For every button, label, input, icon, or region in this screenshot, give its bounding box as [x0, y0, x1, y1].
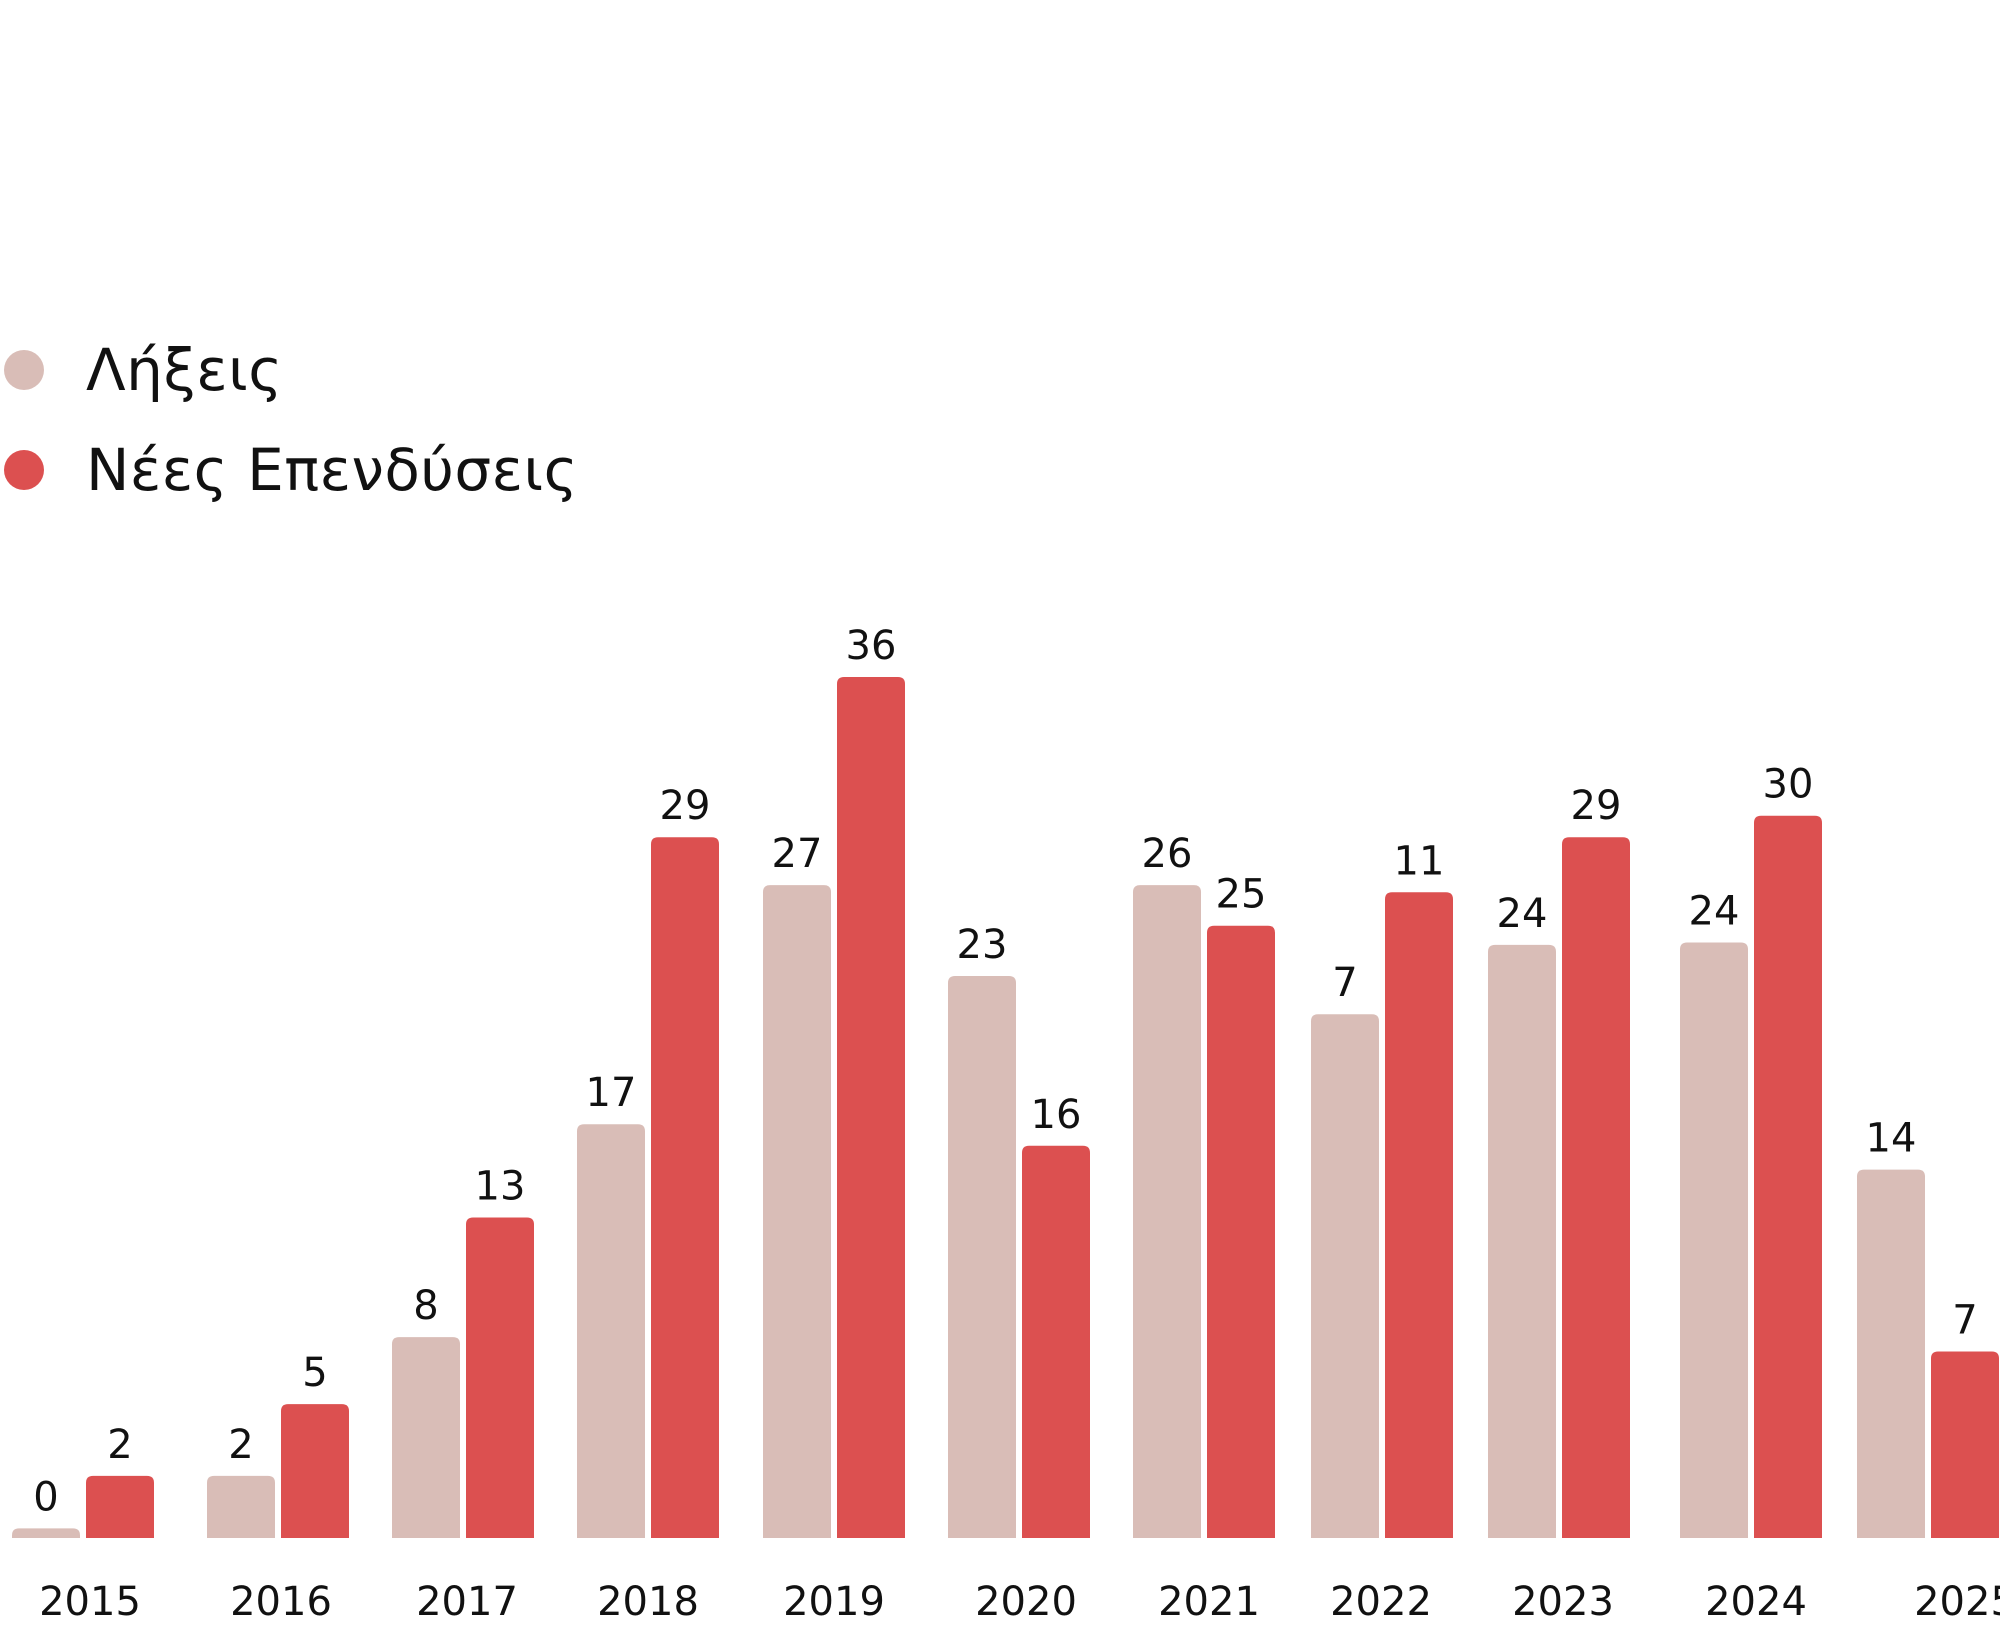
bar-expirations-2023	[1488, 944, 1556, 1538]
value-label-expirations-2020: 23	[957, 922, 1008, 968]
bar-new-investments-2025	[1931, 1351, 1999, 1538]
x-tick-label-2023: 2023	[1512, 1579, 1614, 1625]
value-label-new-investments-2024: 30	[1763, 762, 1814, 808]
value-label-new-investments-2020: 16	[1031, 1092, 1082, 1138]
legend-label-new-investments: Νέες Επενδύσεις	[86, 436, 579, 504]
value-label-expirations-2016: 2	[228, 1422, 253, 1468]
x-tick-label-2021: 2021	[1158, 1579, 1260, 1625]
bar-new-investments-2024	[1754, 815, 1822, 1538]
bar-expirations-2019	[763, 885, 831, 1538]
x-tick-label-2024: 2024	[1705, 1579, 1807, 1625]
bar-expirations-2017	[392, 1337, 460, 1538]
bar-expirations-2020	[948, 975, 1016, 1538]
bar-new-investments-2023	[1562, 837, 1630, 1538]
bar-new-investments-2018	[651, 837, 719, 1538]
x-tick-label-2018: 2018	[597, 1579, 699, 1625]
bar-expirations-2022	[1311, 1014, 1379, 1538]
bar-new-investments-2017	[466, 1217, 534, 1538]
value-label-expirations-2025: 14	[1866, 1116, 1917, 1162]
bar-expirations-2025	[1857, 1169, 1925, 1538]
legend-item-expirations[interactable]: Λήξεις	[0, 320, 578, 420]
bar-expirations-2024	[1680, 942, 1748, 1538]
x-tick-label-2025: 2025	[1914, 1579, 2000, 1625]
bar-expirations-2021	[1133, 885, 1201, 1538]
value-label-new-investments-2017: 13	[475, 1164, 526, 1210]
x-tick-label-2022: 2022	[1330, 1579, 1432, 1625]
value-label-new-investments-2023: 29	[1571, 783, 1622, 829]
value-label-expirations-2019: 27	[772, 831, 823, 877]
value-label-new-investments-2025: 7	[1952, 1297, 1977, 1343]
x-tick-label-2017: 2017	[416, 1579, 518, 1625]
bar-expirations-2018	[577, 1124, 645, 1538]
bar-new-investments-2015	[86, 1475, 154, 1538]
value-label-expirations-2024: 24	[1689, 888, 1740, 934]
value-label-expirations-2017: 8	[413, 1283, 438, 1329]
legend: Λήξεις Νέες Επενδύσεις	[0, 320, 578, 520]
bar-new-investments-2022	[1385, 892, 1453, 1538]
value-label-expirations-2022: 7	[1332, 960, 1357, 1006]
x-tick-label-2020: 2020	[975, 1579, 1077, 1625]
value-label-new-investments-2022: 11	[1394, 838, 1445, 884]
x-tick-label-2016: 2016	[230, 1579, 332, 1625]
legend-dot-new-investments	[4, 450, 44, 490]
bar-expirations-2016	[207, 1475, 275, 1538]
value-label-new-investments-2021: 25	[1216, 872, 1267, 918]
legend-dot-expirations	[4, 350, 44, 390]
legend-item-new-investments[interactable]: Νέες Επενδύσεις	[0, 420, 578, 520]
bar-new-investments-2016	[281, 1404, 349, 1538]
bar-new-investments-2020	[1022, 1145, 1090, 1538]
bar-new-investments-2021	[1207, 925, 1275, 1538]
value-label-new-investments-2016: 5	[302, 1350, 327, 1396]
value-label-expirations-2021: 26	[1142, 831, 1193, 877]
x-tick-label-2019: 2019	[783, 1579, 885, 1625]
value-label-expirations-2023: 24	[1497, 891, 1548, 937]
value-label-expirations-2018: 17	[586, 1070, 637, 1116]
bar-new-investments-2019	[837, 677, 905, 1538]
legend-label-expirations: Λήξεις	[86, 336, 283, 404]
value-label-new-investments-2018: 29	[660, 783, 711, 829]
bar-expirations-2015	[12, 1528, 80, 1538]
x-tick-label-2015: 2015	[39, 1579, 141, 1625]
value-label-expirations-2015: 0	[33, 1474, 58, 1520]
value-label-new-investments-2015: 2	[107, 1422, 132, 1468]
value-label-new-investments-2019: 36	[846, 623, 897, 669]
